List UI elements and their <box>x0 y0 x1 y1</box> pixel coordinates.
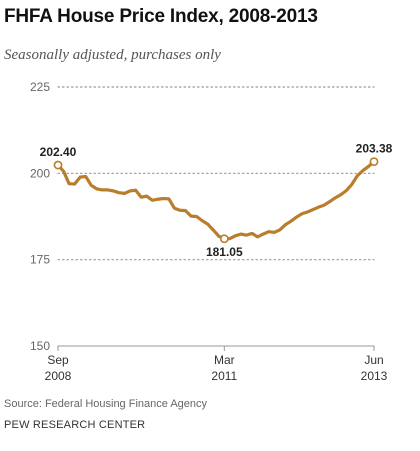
y-tick-label-225: 225 <box>30 80 50 94</box>
annotation-label-1: 181.05 <box>206 245 243 259</box>
x-tick-year-2008-09: 2008 <box>45 369 72 383</box>
grid-layer <box>57 86 375 347</box>
annotation-layer: 202.40 181.05 203.38 <box>40 142 393 259</box>
brand-name: PEW RESEARCH CENTER <box>4 419 146 431</box>
y-tick-labels: 150 175 200 225 <box>30 80 50 353</box>
chart-title: FHFA House Price Index, 2008-2013 <box>4 6 318 27</box>
annotation-label-2: 203.38 <box>356 142 393 156</box>
x-tick-label-2011-03: Mar <box>214 353 235 367</box>
source-note: Source: Federal Housing Finance Agency <box>4 398 208 410</box>
annotation-marker-0 <box>53 160 63 170</box>
x-tick-label-2013-06: Jun <box>364 353 383 367</box>
x-tick-label-2008-09: Sep <box>47 353 69 367</box>
x-tick-year-2011-03: 2011 <box>211 369 237 383</box>
y-tick-label-175: 175 <box>30 253 50 267</box>
y-tick-label-200: 200 <box>30 166 50 180</box>
x-tick-labels: Sep 2008 Mar 2011 Jun 2013 <box>45 346 388 383</box>
annotation-label-0: 202.40 <box>40 145 77 159</box>
series-line-0 <box>56 160 376 241</box>
x-tick-year-2013-06: 2013 <box>361 369 388 383</box>
annotation-marker-1 <box>219 234 229 244</box>
series-layer <box>56 160 376 241</box>
chart-subtitle: Seasonally adjusted, purchases only <box>4 47 221 63</box>
y-tick-label-150: 150 <box>30 339 50 353</box>
annotation-marker-2 <box>369 157 379 167</box>
